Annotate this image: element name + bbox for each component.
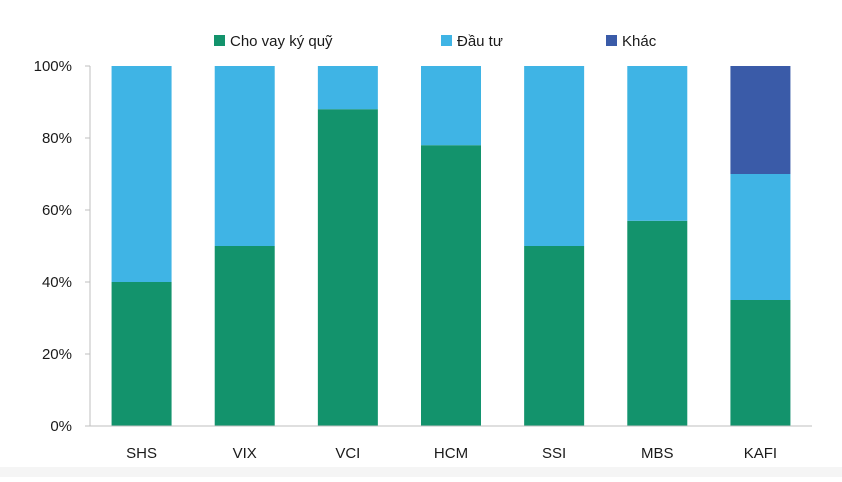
x-tick-label-hcm: HCM xyxy=(434,445,468,462)
y-tick-label: 60% xyxy=(42,202,72,219)
bar-ssi-dau-tu xyxy=(524,66,585,246)
y-tick-label: 0% xyxy=(50,418,72,435)
bar-vci-cho-vay-ky-quy xyxy=(317,109,378,426)
bar-mbs-cho-vay-ky-quy xyxy=(627,220,688,426)
legend-swatch-cho-vay-ky-quy xyxy=(214,35,225,46)
bar-kafi-dau-tu xyxy=(730,174,791,300)
legend-label-dau-tu: Đầu tư xyxy=(457,33,503,50)
x-tick-label-mbs: MBS xyxy=(641,445,674,462)
y-axis: 0% 20% 40% 60% 80% 100% xyxy=(34,58,91,435)
y-tick-label: 80% xyxy=(42,130,72,147)
bar-kafi-khac xyxy=(730,66,791,174)
bottom-divider xyxy=(0,467,842,477)
y-tick-label: 100% xyxy=(34,58,72,75)
bar-vci-dau-tu xyxy=(317,66,378,110)
bar-hcm-dau-tu xyxy=(421,66,481,146)
legend-swatch-dau-tu xyxy=(441,35,452,46)
bar-shs-cho-vay-ky-quy xyxy=(111,282,172,426)
x-tick-label-shs: SHS xyxy=(126,445,157,462)
x-tick-label-vix: VIX xyxy=(233,445,257,462)
bar-shs-dau-tu xyxy=(111,66,172,282)
bar-mbs-dau-tu xyxy=(627,66,688,221)
bar-vix-cho-vay-ky-quy xyxy=(214,246,275,426)
x-axis: SHS VIX VCI HCM SSI MBS KAFI xyxy=(90,425,812,462)
bar-hcm-cho-vay-ky-quy xyxy=(421,145,481,426)
bar-vix-dau-tu xyxy=(214,66,275,246)
bar-ssi-cho-vay-ky-quy xyxy=(524,246,585,426)
x-tick-label-kafi: KAFI xyxy=(744,445,777,462)
legend-swatch-khac xyxy=(606,35,617,46)
bars xyxy=(111,66,791,426)
y-tick-label: 20% xyxy=(42,346,72,363)
bar-kafi-cho-vay-ky-quy xyxy=(730,300,791,426)
x-tick-label-ssi: SSI xyxy=(542,445,566,462)
legend-label-khac: Khác xyxy=(622,33,657,50)
legend-label-cho-vay-ky-quy: Cho vay ký quỹ xyxy=(230,33,333,50)
y-tick-label: 40% xyxy=(42,274,72,291)
legend: Cho vay ký quỹ Đầu tư Khác xyxy=(214,33,657,50)
x-tick-label-vci: VCI xyxy=(335,445,360,462)
